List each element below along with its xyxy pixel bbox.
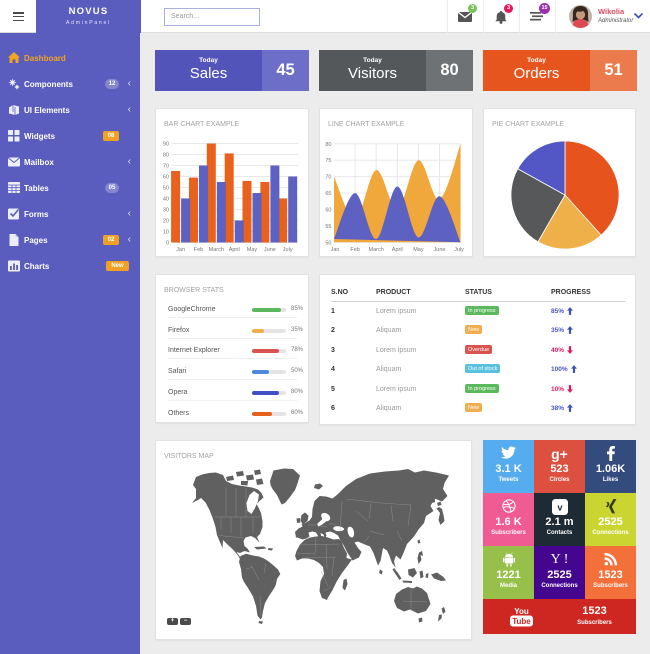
svg-text:April: April [392, 247, 403, 253]
svg-text:70: 70 [163, 164, 169, 170]
svg-text:80: 80 [325, 142, 331, 148]
svg-text:75: 75 [325, 158, 331, 164]
svg-text:April: April [229, 247, 240, 253]
svg-text:May: May [247, 247, 258, 253]
svg-text:20: 20 [163, 219, 169, 225]
svg-text:70: 70 [325, 175, 331, 181]
svg-text:10: 10 [163, 230, 169, 236]
svg-text:July: July [283, 247, 293, 253]
svg-text:May: May [413, 247, 424, 253]
svg-text:Jan: Jan [176, 247, 185, 253]
svg-text:You: You [514, 607, 529, 616]
svg-text:July: July [454, 247, 464, 253]
svg-text:90: 90 [163, 142, 169, 148]
svg-text:80: 80 [163, 153, 169, 159]
svg-text:60: 60 [163, 175, 169, 181]
svg-text:June: June [434, 247, 446, 253]
svg-text:Feb: Feb [194, 247, 203, 253]
svg-text:30: 30 [163, 208, 169, 214]
svg-text:0: 0 [166, 241, 169, 247]
svg-text:Feb: Feb [350, 247, 359, 253]
svg-text:50: 50 [325, 240, 331, 246]
svg-text:50: 50 [163, 186, 169, 192]
svg-text:60: 60 [325, 208, 331, 214]
svg-text:65: 65 [325, 191, 331, 197]
svg-text:March: March [209, 247, 224, 253]
svg-text:June: June [264, 247, 276, 253]
svg-text:Jan: Jan [331, 247, 340, 253]
svg-text:March: March [369, 247, 384, 253]
svg-text:40: 40 [163, 197, 169, 203]
svg-text:55: 55 [325, 224, 331, 230]
svg-text:Tube: Tube [512, 617, 531, 626]
svg-text:v: v [557, 503, 563, 513]
